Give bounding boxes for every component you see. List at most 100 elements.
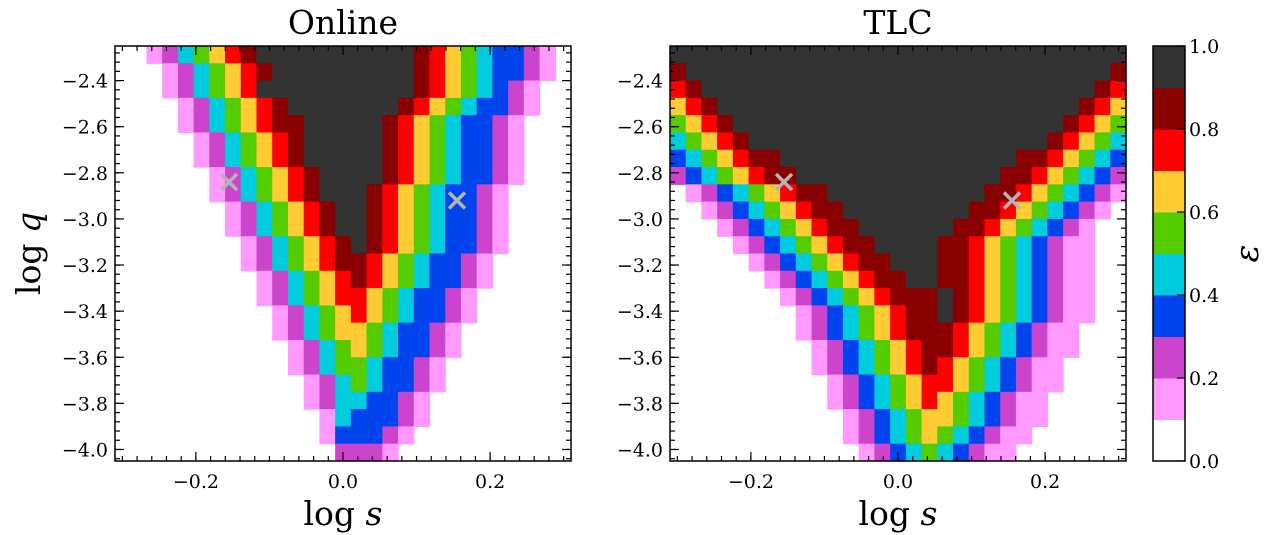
heatmap-cells [670, 46, 1127, 462]
heatmap-cell [968, 46, 986, 64]
heatmap-cell [858, 201, 876, 220]
heatmap-cell [429, 201, 446, 220]
heatmap-cell [382, 374, 399, 393]
heatmap-cell [984, 80, 1001, 99]
heatmap-cell [492, 46, 509, 64]
heatmap-cell [1063, 132, 1080, 151]
heatmap-cell [890, 63, 907, 82]
heatmap-cell [670, 63, 687, 82]
heatmap-cell [492, 236, 509, 255]
heatmap-cell [874, 236, 891, 255]
heatmap-cell [842, 305, 860, 324]
heatmap-cell [732, 97, 750, 116]
heatmap-cell [303, 391, 321, 410]
heatmap-cell [366, 236, 383, 255]
heatmap-cell [764, 270, 781, 289]
heatmap-cell [413, 270, 431, 289]
heatmap-cell [350, 63, 368, 82]
heatmap-cell [429, 167, 446, 185]
heatmap-cell [319, 63, 336, 82]
heatmap-cell [701, 149, 718, 168]
heatmap-cell [842, 288, 860, 306]
heatmap-cell [366, 149, 383, 168]
heatmap-cell [795, 63, 813, 82]
heatmap-cell [256, 218, 273, 237]
heatmap-cell [476, 167, 493, 185]
heatmap-cell [177, 97, 195, 116]
heatmap-cell [905, 80, 923, 99]
heatmap-cell [780, 218, 797, 237]
heatmap-cell [732, 218, 750, 237]
heatmap-cell [413, 322, 431, 341]
heatmap-cell [319, 201, 336, 220]
heatmap-cell [748, 253, 765, 272]
heatmap-cell [905, 288, 923, 306]
heatmap-cell [874, 374, 891, 393]
heatmap-cell [890, 270, 907, 289]
heatmap-cell [858, 132, 876, 151]
heatmap-cell [937, 443, 954, 462]
heatmap-cell [1110, 184, 1127, 203]
heatmap-cell [795, 46, 813, 64]
heatmap-cell [1110, 115, 1127, 134]
heatmap-cell [225, 132, 242, 151]
heatmap-cell [240, 149, 258, 168]
heatmap-cell [858, 218, 876, 237]
heatmap-cell [890, 391, 907, 410]
heatmap-cell [953, 426, 970, 445]
heatmap-cell [193, 132, 210, 151]
heatmap-cell [795, 305, 813, 324]
heatmap-cell [350, 115, 368, 134]
heatmap-cell [953, 253, 970, 272]
heatmap-cell [1000, 391, 1017, 410]
heatmap-cell [732, 115, 750, 134]
heatmap-cell [429, 132, 446, 151]
heatmap-cell [874, 288, 891, 306]
colorbar-segment [1153, 129, 1185, 171]
heatmap-cell [303, 357, 321, 376]
heatmap-cell [382, 115, 399, 134]
heatmap-cell [319, 305, 336, 324]
heatmap-cell [1015, 167, 1033, 185]
heatmap-cell [382, 132, 399, 151]
heatmap-cell [827, 80, 844, 99]
colorbar-segment [1153, 378, 1185, 420]
heatmap-cell [984, 236, 1001, 255]
heatmap-cell [240, 201, 258, 220]
heatmap-cell [968, 391, 986, 410]
heatmap-cell [890, 80, 907, 99]
heatmap-cell [890, 374, 907, 393]
heatmap-cell [429, 80, 446, 99]
heatmap-cell [921, 132, 938, 151]
heatmap-cell [701, 115, 718, 134]
colorbar-tick-label: 0.0 [1189, 451, 1219, 473]
heatmap-cell [795, 253, 813, 272]
tick-marks [115, 46, 571, 461]
heatmap-cell [1015, 236, 1033, 255]
heatmap-cell [1031, 149, 1048, 168]
heatmap-cell [350, 374, 368, 393]
heatmap-cell [732, 236, 750, 255]
y-axis-label-var: q [9, 212, 48, 233]
heatmap-cell [225, 149, 242, 168]
heatmap-cell [984, 132, 1001, 151]
heatmap-cell [1000, 167, 1017, 185]
heatmap-cell [240, 236, 258, 255]
heatmap-cell [748, 46, 765, 64]
heatmap-cell [256, 132, 273, 151]
heatmap-cell [429, 288, 446, 306]
heatmap-cell [827, 305, 844, 324]
heatmap-cell [1015, 46, 1033, 64]
heatmap-cell [1000, 305, 1017, 324]
heatmap-cell [350, 391, 368, 410]
heatmap-cell [827, 63, 844, 82]
colorbar-tick-label: 0.4 [1189, 285, 1219, 307]
heatmap-cell [1031, 409, 1048, 428]
heatmap-cell [1094, 80, 1111, 99]
heatmap-cell [953, 149, 970, 168]
heatmap-cell [717, 132, 734, 151]
heatmap-cell [827, 46, 844, 64]
heatmap-cell [413, 253, 431, 272]
y-tick-label: −3.0 [62, 209, 108, 231]
heatmap-cell [921, 115, 938, 134]
